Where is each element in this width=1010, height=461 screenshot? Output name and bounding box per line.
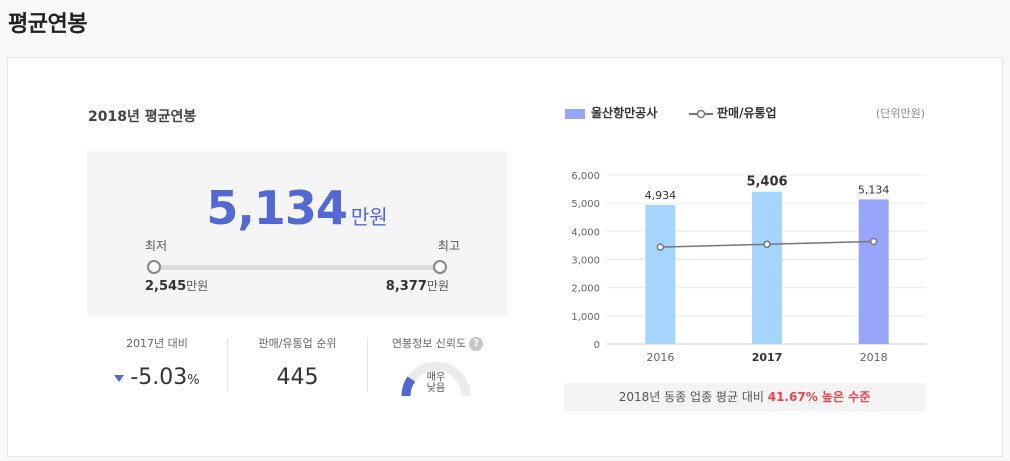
bar (858, 199, 889, 344)
max-label: 최고 (437, 239, 460, 253)
max-salary: 8,377만원 (386, 277, 449, 294)
comparison-highlight: 41.67% 높은 수준 (767, 390, 871, 404)
stat-divider (227, 337, 228, 392)
salary-range-track (153, 265, 441, 270)
range-max-dot (433, 260, 447, 274)
x-tick-label: 2018 (860, 351, 888, 364)
rank-stat: 판매/유통업 순위 445 (228, 335, 367, 390)
min-salary-value: 2,545 (145, 279, 187, 294)
legend-line-icon (689, 109, 713, 118)
y-tick-label: 3,000 (571, 256, 600, 267)
comparison-note: 2018년 동종 업종 평균 대비 41.67% 높은 수준 (564, 383, 925, 411)
section-title: 2018년 평균연봉 (88, 109, 197, 125)
salary-chart: 0 1,000 2,000 3,000 4,000 5,000 6,000 4,934 2016… (571, 171, 926, 364)
range-min-dot (147, 260, 161, 274)
yoy-unit: % (187, 373, 200, 388)
comparison-prefix: 2018년 동종 업종 평균 대비 (618, 390, 768, 404)
x-tick-label: 2016 (646, 351, 674, 364)
reliability-gauge (401, 361, 471, 397)
yoy-value: -5.03 (130, 365, 188, 390)
rank-label: 판매/유통업 순위 (258, 337, 337, 350)
legend-company-label: 울산항만공사 (591, 106, 658, 120)
reliability-label: 연봉정보 신뢰도 (391, 337, 467, 350)
bar-value-label: 4,934 (645, 189, 677, 202)
min-salary: 2,545만원 (145, 277, 208, 294)
legend-bar-swatch (565, 108, 585, 119)
min-label: 최저 (145, 239, 168, 253)
average-salary: 5,134 만원 (87, 181, 507, 235)
yoy-label: 2017년 대비 (126, 337, 188, 350)
bar (645, 205, 676, 344)
reliability-label-row: 연봉정보 신뢰도? (368, 335, 507, 351)
y-tick-label: 1,000 (571, 312, 600, 323)
yoy-stat: 2017년 대비 -5.03% (87, 335, 227, 390)
industry-point (869, 237, 878, 246)
bar-value-label: 5,406 (746, 175, 787, 190)
y-tick-label: 5,000 (571, 199, 600, 210)
max-salary-unit: 만원 (426, 279, 449, 293)
min-salary-unit: 만원 (186, 279, 209, 293)
industry-point (656, 243, 665, 251)
reliability-stat: 연봉정보 신뢰도? (368, 335, 507, 351)
legend-industry: 판매/유통업 (689, 104, 777, 121)
gauge-fill (401, 376, 416, 397)
average-salary-unit: 만원 (350, 205, 388, 229)
industry-point (763, 240, 771, 249)
page-title: 평균연봉 (8, 12, 87, 37)
y-tick-label: 2,000 (571, 284, 600, 295)
yoy-value-row: -5.03% (87, 365, 227, 390)
salary-summary-box: 5,134 만원 최저 최고 2,545만원 8,377만원 (87, 151, 507, 316)
average-salary-value: 5,134 (206, 181, 348, 235)
y-tick-label: 6,000 (571, 171, 600, 182)
x-tick-label: 2017 (752, 351, 783, 364)
down-arrow-icon (114, 374, 125, 382)
legend-industry-label: 판매/유통업 (717, 106, 777, 120)
rank-value: 445 (276, 365, 319, 390)
y-tick-label: 0 (594, 340, 600, 351)
bar-value-label: 5,134 (858, 183, 890, 196)
reliability-value: 매우 낮음 (426, 372, 446, 394)
help-icon[interactable]: ? (469, 337, 484, 351)
max-salary-value: 8,377 (385, 279, 427, 294)
unit-note: (단위만원) (875, 107, 925, 120)
stat-divider (367, 337, 368, 392)
bar (752, 191, 782, 344)
legend-company: 울산항만공사 (565, 104, 657, 121)
y-tick-label: 4,000 (571, 227, 600, 238)
